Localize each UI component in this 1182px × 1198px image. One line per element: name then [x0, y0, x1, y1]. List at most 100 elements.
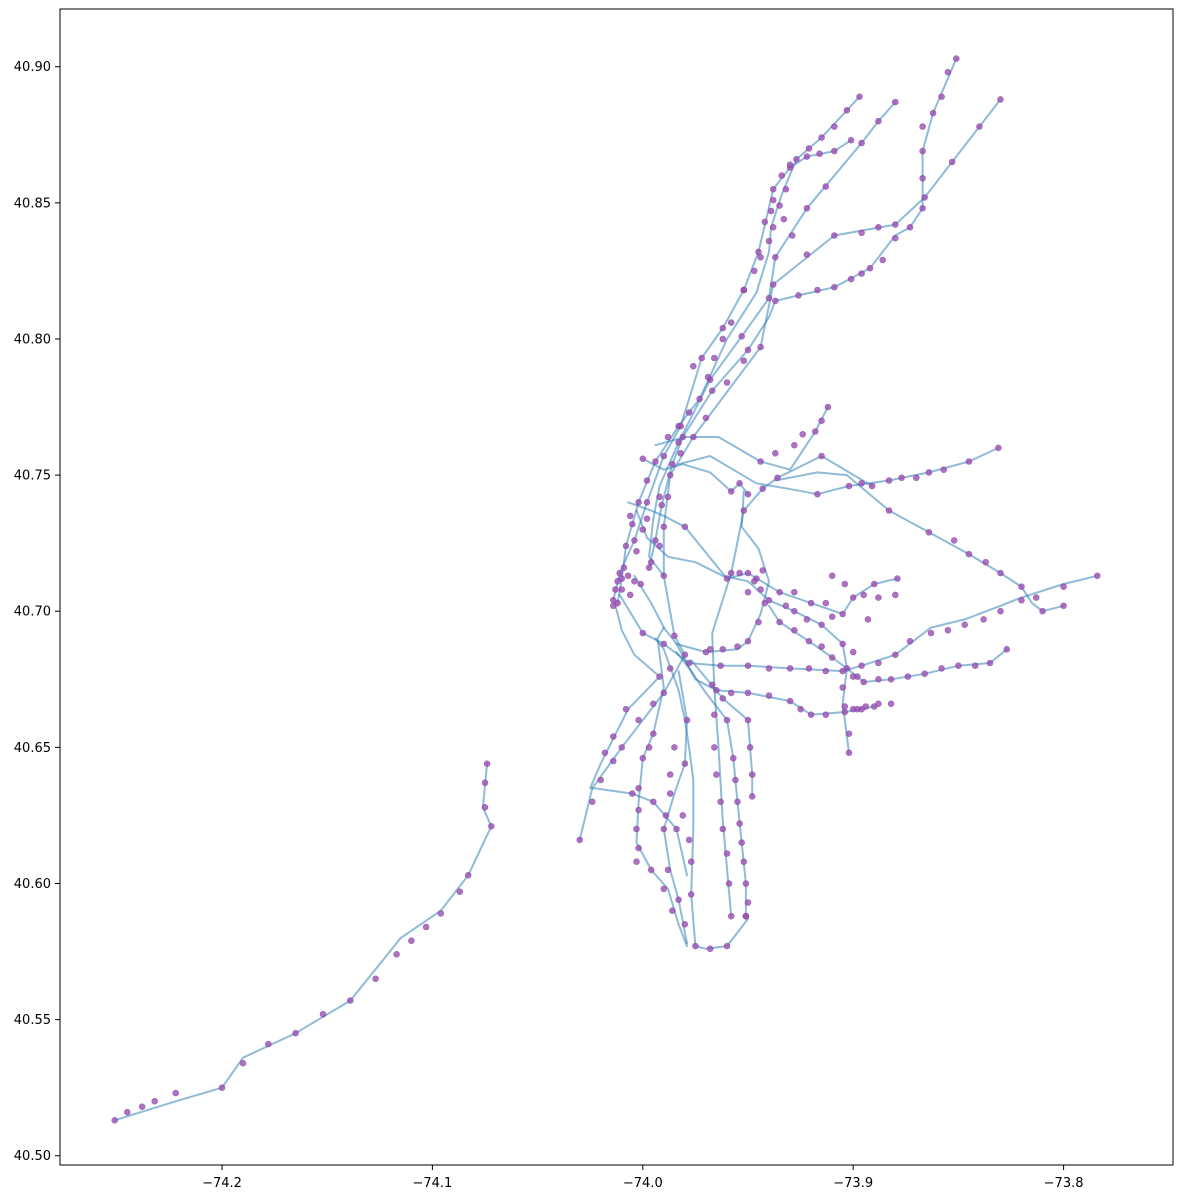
station-point — [264, 1040, 272, 1048]
station-point — [696, 395, 703, 403]
station-point — [664, 493, 672, 501]
route-line-3 — [578, 98, 1002, 841]
station-point — [769, 185, 777, 193]
station-point — [702, 414, 710, 422]
station-point — [929, 109, 937, 117]
station-point — [841, 580, 849, 588]
station-point — [839, 640, 847, 648]
station-point — [736, 820, 743, 827]
station-point — [805, 145, 813, 152]
station-point — [986, 659, 994, 667]
station-point — [736, 479, 743, 487]
station-point — [767, 207, 775, 215]
station-point — [824, 403, 832, 411]
station-point — [847, 275, 855, 283]
station-point — [633, 825, 640, 833]
station-point — [912, 474, 920, 482]
station-point — [797, 705, 804, 713]
station-point — [239, 1059, 247, 1067]
station-point — [487, 822, 495, 830]
station-point — [681, 920, 689, 928]
station-point — [858, 229, 865, 237]
station-point — [713, 771, 720, 778]
station-point — [860, 678, 868, 686]
route-line-1 — [113, 762, 493, 1122]
station-point — [713, 686, 720, 694]
station-point — [847, 136, 855, 144]
station-point — [723, 850, 731, 857]
station-point — [952, 55, 960, 62]
station-point — [740, 286, 748, 294]
station-point — [944, 626, 952, 634]
station-point — [660, 452, 668, 460]
station-point — [319, 1010, 327, 1018]
station-point — [774, 474, 781, 482]
station-point — [875, 700, 882, 708]
station-point — [845, 482, 853, 490]
y-tick-label: 40.50 — [14, 1149, 51, 1164]
station-point — [740, 507, 748, 514]
station-point — [633, 547, 640, 555]
station-point — [887, 700, 895, 708]
route-line-17 — [675, 490, 770, 654]
station-point — [790, 626, 798, 634]
station-point — [776, 202, 783, 209]
station-point — [723, 716, 731, 724]
station-point — [1018, 583, 1025, 591]
station-point — [660, 523, 668, 531]
station-point — [830, 232, 838, 239]
station-point — [689, 433, 697, 441]
station-point — [885, 507, 893, 514]
y-tick-label: 40.55 — [14, 1013, 51, 1028]
station-point — [626, 591, 634, 599]
station-point — [982, 558, 990, 566]
station-point — [961, 621, 969, 629]
station-point — [795, 292, 802, 299]
station-point — [965, 550, 973, 558]
station-point — [965, 458, 973, 465]
station-point — [771, 449, 779, 457]
station-point — [841, 703, 849, 710]
station-point — [995, 444, 1002, 452]
station-point — [744, 689, 752, 697]
station-point — [925, 469, 933, 476]
station-point — [866, 264, 874, 272]
station-point — [729, 754, 737, 762]
station-point — [346, 997, 354, 1004]
station-point — [719, 645, 727, 653]
x-tick-label: −74.2 — [202, 1176, 242, 1191]
station-point — [868, 482, 876, 490]
station-point — [843, 107, 851, 114]
station-point — [740, 858, 748, 866]
station-point — [742, 912, 750, 920]
station-point — [904, 673, 912, 680]
station-point — [818, 643, 825, 650]
station-point — [719, 695, 727, 702]
station-point — [649, 730, 657, 738]
station-point — [790, 441, 798, 449]
station-point — [727, 488, 735, 495]
station-point — [1060, 583, 1067, 591]
station-point — [938, 93, 945, 100]
station-point — [687, 891, 695, 898]
station-point — [723, 942, 731, 950]
station-point — [1003, 645, 1011, 653]
station-point — [660, 689, 668, 697]
station-point — [111, 1117, 118, 1124]
station-point — [740, 357, 748, 365]
station-point — [723, 575, 731, 582]
station-point — [666, 665, 674, 672]
station-point — [687, 858, 695, 866]
station-point — [786, 697, 794, 705]
stations-layer — [111, 55, 1101, 1124]
station-point — [769, 281, 777, 288]
y-tick-label: 40.70 — [14, 605, 51, 620]
station-point — [422, 923, 430, 931]
station-point — [822, 711, 830, 719]
station-point — [677, 422, 685, 430]
station-point — [748, 793, 756, 800]
station-point — [645, 564, 653, 572]
station-point — [622, 705, 630, 713]
station-point — [635, 806, 642, 814]
station-point — [750, 577, 758, 585]
